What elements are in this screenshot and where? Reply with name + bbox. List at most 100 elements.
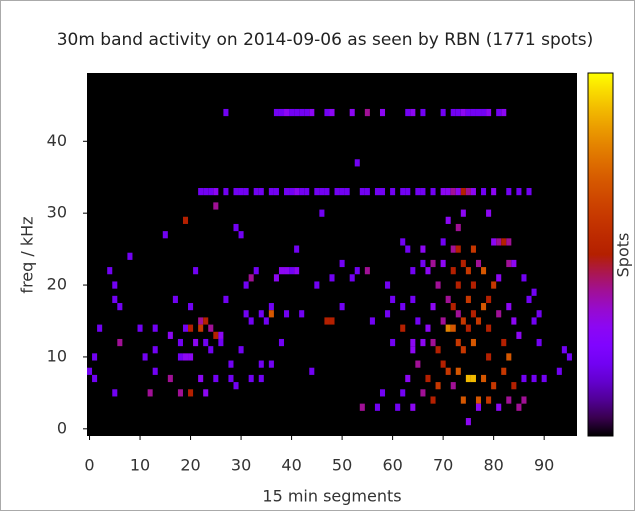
heat-cell (496, 274, 502, 282)
y-axis-label: freq / kHz (18, 216, 37, 293)
heat-cell (415, 317, 421, 325)
heat-cell (107, 267, 113, 275)
x-tick-label: 60 (382, 456, 402, 475)
heat-cell (450, 324, 456, 332)
heat-cell (364, 108, 370, 117)
heat-cell (491, 382, 497, 390)
heat-cell (501, 238, 507, 246)
heat-cell (167, 331, 173, 339)
heat-cell (470, 188, 476, 196)
heat-cell (566, 353, 572, 361)
heat-cell (284, 310, 290, 318)
heat-cell (516, 331, 522, 339)
y-tick-label: 10 (47, 346, 67, 365)
heat-cell (228, 374, 234, 383)
heat-cell (470, 310, 476, 318)
heat-cell (243, 281, 249, 289)
heat-cell (465, 324, 471, 332)
heat-cell (430, 338, 436, 347)
heat-cell (379, 108, 386, 117)
heat-cell (390, 188, 396, 196)
heat-cell (142, 353, 148, 361)
heat-cell (182, 353, 189, 361)
heat-cell (460, 209, 466, 217)
heat-cell (410, 403, 416, 411)
heat-cell (481, 108, 487, 117)
heat-cell (425, 324, 431, 332)
heat-cell (440, 108, 446, 117)
heat-cell (470, 374, 476, 383)
heat-cell (385, 281, 391, 289)
heat-cell (455, 367, 461, 375)
heat-cell (152, 367, 158, 375)
heat-cell (344, 188, 350, 196)
heat-cell (329, 317, 335, 325)
heat-cell (556, 367, 562, 375)
heat-cell (268, 360, 274, 368)
heat-cell (339, 303, 345, 311)
heat-cell (506, 303, 512, 311)
heat-cell (213, 331, 219, 339)
heat-cell (263, 317, 269, 325)
heat-cell (354, 159, 360, 167)
heat-cell (258, 360, 264, 368)
heat-cell (420, 108, 426, 117)
heat-cell (182, 216, 189, 224)
heat-cell (405, 245, 411, 253)
heat-cell (112, 295, 118, 304)
heat-cell (445, 295, 451, 304)
heat-cell (465, 374, 471, 383)
heat-cell (359, 403, 365, 411)
heat-cell (445, 367, 451, 375)
heat-cell (486, 396, 492, 404)
heat-cell (299, 188, 305, 196)
heat-cell (455, 245, 461, 253)
heat-cell (460, 317, 466, 325)
x-tick-label: 90 (534, 456, 554, 475)
heat-cell (491, 188, 497, 196)
heat-cell (243, 188, 249, 196)
heat-cell (208, 324, 214, 332)
heat-cell (162, 231, 168, 239)
heat-cell (445, 324, 451, 332)
heat-cell (268, 303, 274, 311)
heat-cell (284, 188, 290, 196)
heat-cell (248, 317, 254, 325)
heat-cell (97, 324, 103, 332)
heat-cell (329, 274, 335, 282)
heat-cell (516, 403, 522, 411)
heat-cell (420, 245, 426, 253)
heat-cell (486, 324, 492, 332)
heat-cell (218, 338, 224, 347)
heat-cell (511, 259, 517, 268)
heat-cell (425, 374, 431, 383)
heat-cell (455, 108, 461, 117)
heat-cell (491, 238, 497, 246)
heat-cell (289, 188, 295, 196)
heat-cell (228, 360, 234, 368)
x-tick-label: 80 (483, 456, 503, 475)
heat-cell (117, 338, 123, 347)
heat-cell (475, 259, 482, 268)
heat-cell (455, 338, 461, 347)
heat-cell (465, 267, 471, 275)
colorbar (587, 72, 614, 437)
heat-cell (410, 108, 416, 117)
heat-cell (450, 188, 456, 196)
heat-cell (506, 396, 512, 404)
heat-cell (475, 396, 482, 404)
heat-cell (193, 267, 199, 275)
heat-cell (521, 396, 527, 404)
heat-cell (410, 267, 416, 275)
heat-cell (526, 188, 532, 196)
heat-cell (460, 259, 466, 268)
heat-cell (258, 188, 264, 196)
heat-cell (253, 267, 259, 275)
heat-cell (193, 338, 199, 347)
heat-cell (420, 389, 426, 397)
heat-cell (284, 267, 290, 275)
colorbar-label: Spots (614, 233, 633, 278)
heat-cell (349, 274, 355, 282)
plot-area (87, 73, 577, 436)
heat-cell (440, 259, 446, 268)
